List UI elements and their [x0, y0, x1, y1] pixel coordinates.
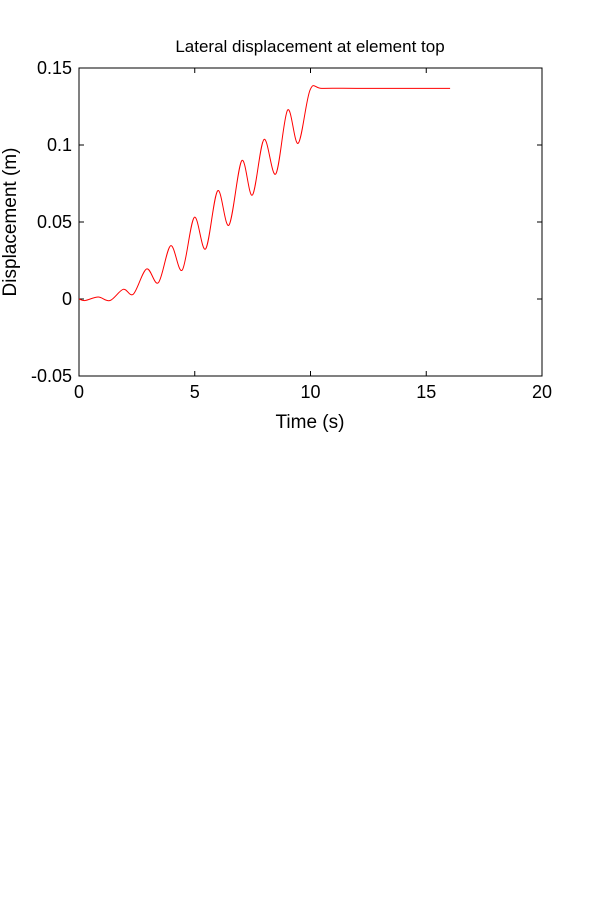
y-tick-label: 0	[62, 289, 72, 309]
series-line-displacement	[78, 85, 451, 302]
x-tick-label: 10	[300, 382, 320, 402]
x-tick-label: 20	[532, 382, 552, 402]
y-tick-label: -0.05	[31, 366, 72, 386]
x-tick-label: 15	[416, 382, 436, 402]
x-axis-label: Time (s)	[276, 412, 345, 433]
x-tick-label: 5	[190, 382, 200, 402]
y-tick-label: 0.15	[37, 58, 72, 78]
plot-area	[78, 67, 543, 377]
x-tick-label: 0	[74, 382, 84, 402]
y-tick-label: 0.05	[37, 212, 72, 232]
y-axis-label: Displacement (m)	[0, 148, 21, 297]
y-tick-label: 0.1	[47, 135, 72, 155]
chart-title: Lateral displacement at element top	[175, 37, 444, 56]
